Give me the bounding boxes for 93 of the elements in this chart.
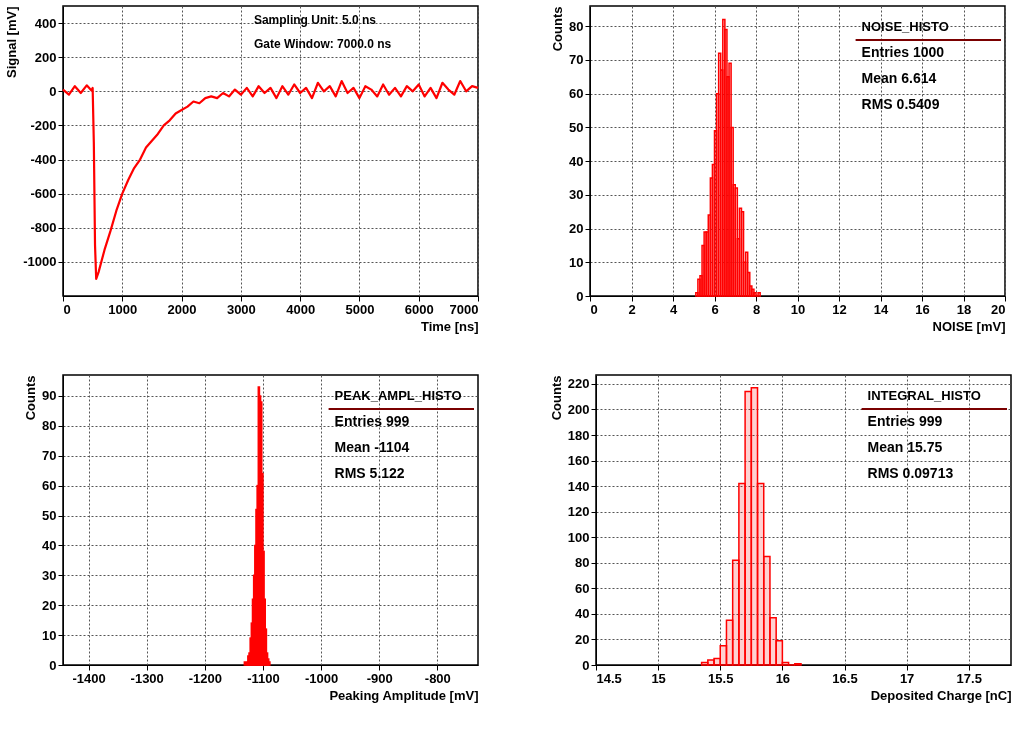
x-tick-label: 7000 [449,301,479,317]
x-tick-label: 20 [991,301,1006,317]
x-tick-label: 0 [63,301,71,317]
y-tick-label: 40 [42,537,57,553]
annotation: Entries 1000 [861,44,945,60]
x-tick-label: 8 [752,301,761,317]
y-tick-label: 120 [567,504,590,520]
y-tick-label: 80 [569,18,584,34]
x-tick-label: 17 [899,670,915,686]
annotation: Mean -1104 [334,439,410,455]
x-tick-label: -1000 [304,670,339,686]
x-tick-label: 16 [915,301,930,317]
x-tick-label: -1100 [247,670,280,686]
annotation: Mean 15.75 [867,439,943,455]
y-tick-label: -600 [30,186,57,202]
y-tick-label: 40 [569,153,584,169]
y-tick-label: 60 [42,478,57,494]
y-tick-label: 140 [567,478,590,494]
annotation: PEAK_AMPL_HISTO [334,388,462,403]
y-tick-label: 80 [42,418,57,434]
x-tick-label: -1200 [188,670,222,686]
annotation: RMS 0.09713 [867,465,954,481]
y-tick-label: -1000 [23,254,57,270]
y-tick-label: 70 [569,52,584,68]
y-tick-label: 60 [575,580,590,596]
annotation: RMS 0.5409 [861,96,940,112]
x-tick-label: -800 [424,670,451,686]
y-tick-label: 30 [42,567,57,583]
y-tick-label: 10 [42,627,57,643]
x-axis-title: NOISE [mV] [932,318,1006,334]
x-tick-label: 3000 [226,301,256,317]
y-tick-label: 20 [575,631,590,647]
y-tick-label: 70 [42,448,57,464]
y-tick-label: 220 [567,376,590,392]
y-tick-label: 0 [576,288,584,304]
y-tick-label: 180 [567,427,590,443]
x-tick-label: 16 [775,670,791,686]
annotation: Mean 6.614 [861,70,937,86]
x-tick-label: -1400 [72,670,106,686]
y-tick-label: 50 [569,119,584,135]
y-tick-label: 40 [575,606,590,622]
x-tick-label: 10 [790,301,806,317]
x-tick-label: 5000 [345,301,375,317]
annotation: Gate Window: 7000.0 ns [253,37,392,51]
x-tick-label: 2000 [167,301,197,317]
y-axis-title: Counts [548,375,564,421]
x-tick-label: 12 [832,301,847,317]
x-tick-label: 14.5 [596,670,622,686]
y-tick-label: 160 [567,453,590,469]
x-tick-label: 17.5 [956,670,982,686]
y-tick-label: -200 [30,117,57,133]
y-tick-label: 100 [567,529,590,545]
annotation: INTEGRAL_HISTO [867,388,981,403]
x-tick-label: 15.5 [708,670,734,686]
y-tick-label: 0 [49,83,57,99]
x-tick-label: -900 [366,670,393,686]
annotation: RMS 5.122 [334,465,405,481]
x-tick-label: 1000 [108,301,138,317]
y-tick-label: 0 [49,657,57,673]
annotation: Entries 999 [867,413,943,429]
y-tick-label: -800 [30,220,57,236]
y-tick-label: 10 [569,254,584,270]
y-tick-label: -400 [30,152,57,168]
y-axis-title: Signal [mV] [4,6,20,79]
y-tick-label: 200 [567,401,590,417]
annotation: NOISE_HISTO [861,19,949,34]
x-tick-label: 15 [651,670,666,686]
y-tick-label: 20 [569,221,584,237]
x-axis-title: Deposited Charge [nC] [870,687,1012,703]
y-tick-label: 0 [582,657,590,673]
y-tick-label: 50 [42,508,57,524]
x-tick-label: 16.5 [832,670,858,686]
y-axis-title: Counts [550,6,566,52]
annotation: Sampling Unit: 5.0 ns [253,13,377,27]
x-tick-label: -1300 [130,670,164,686]
y-tick-label: 30 [569,187,584,203]
x-tick-label: 2 [628,301,636,317]
x-tick-label: 4 [669,301,678,317]
x-tick-label: 6 [711,301,719,317]
y-tick-label: 80 [575,555,590,571]
y-tick-label: 60 [569,86,584,102]
y-tick-label: 90 [42,388,57,404]
x-tick-label: 18 [956,301,972,317]
x-tick-label: 4000 [286,301,316,317]
x-tick-label: 6000 [404,301,434,317]
y-tick-label: 20 [42,597,57,613]
x-axis-title: Peaking Amplitude [mV] [329,687,479,703]
x-axis-title: Time [ns] [420,318,479,334]
y-axis-title: Counts [23,375,39,421]
y-tick-label: 200 [34,49,57,65]
x-tick-label: 14 [873,301,889,317]
annotation: Entries 999 [334,413,410,429]
y-tick-label: 400 [34,15,57,31]
